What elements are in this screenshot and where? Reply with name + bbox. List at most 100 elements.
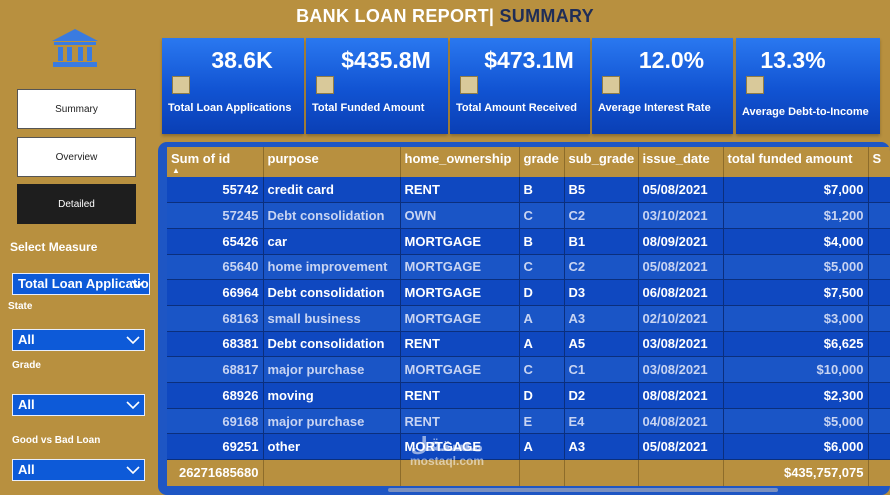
nav-detailed-button[interactable]: Detailed xyxy=(17,184,136,224)
state-label: State xyxy=(8,301,33,312)
funded-amount-cell: $3,000 xyxy=(723,305,869,332)
kpi-label: Average Debt-to-Income xyxy=(742,106,869,118)
kpi-label: Total Amount Received xyxy=(456,102,578,114)
grade-dropdown[interactable]: All xyxy=(12,394,145,416)
column-header-grade[interactable]: grade xyxy=(519,147,565,177)
table-row[interactable]: 55742 credit card RENT B B5 05/08/2021 $7,000 xyxy=(167,177,890,204)
kpi-label: Total Loan Applications xyxy=(168,102,292,114)
grade-cell: C xyxy=(519,254,565,281)
home-ownership-cell: MORTGAGE xyxy=(400,305,520,332)
id-cell: 69251 xyxy=(167,433,264,461)
issue-date-cell: 03/10/2021 xyxy=(638,202,724,229)
funded-amount-cell: $1,200 xyxy=(723,202,869,229)
column-header-purpose[interactable]: purpose xyxy=(263,147,401,177)
total-empty-cell xyxy=(263,459,401,486)
home-ownership-cell: OWN xyxy=(400,202,520,229)
purpose-cell: moving xyxy=(263,382,401,409)
table-total-row: 26271685680 $435,757,075 xyxy=(167,459,890,486)
grade-cell: D xyxy=(519,382,565,409)
table-row[interactable]: 66964 Debt consolidation MORTGAGE D D3 06/08/… xyxy=(167,279,890,306)
column-header-truncated[interactable]: S xyxy=(868,147,890,177)
issue-date-cell: 08/08/2021 xyxy=(638,382,724,409)
id-cell: 55742 xyxy=(167,177,264,204)
column-header-sum-of-id[interactable]: Sum of id ▲ xyxy=(167,147,264,177)
grade-cell: D xyxy=(519,279,565,306)
document-icon xyxy=(460,76,478,94)
issue-date-cell: 03/08/2021 xyxy=(638,356,724,383)
sub-grade-cell: C1 xyxy=(564,356,639,383)
table-row[interactable]: 68926 moving RENT D D2 08/08/2021 $2,300 xyxy=(167,382,890,409)
state-dropdown-value: All xyxy=(18,332,35,347)
kpi-label: Average Interest Rate xyxy=(598,102,711,114)
sub-grade-cell: D3 xyxy=(564,279,639,306)
purpose-cell: home improvement xyxy=(263,254,401,281)
document-icon xyxy=(172,76,190,94)
total-funded-cell: $435,757,075 xyxy=(723,459,869,486)
chevron-down-icon xyxy=(126,401,140,410)
kpi-card-total-funded-amount: $435.8M Total Funded Amount xyxy=(306,38,448,134)
nav-overview-button[interactable]: Overview xyxy=(17,137,136,177)
column-header-issue-date[interactable]: issue_date xyxy=(638,147,724,177)
good-bad-loan-dropdown[interactable]: All xyxy=(12,459,145,481)
issue-date-cell: 05/08/2021 xyxy=(638,254,724,281)
id-cell: 69168 xyxy=(167,408,264,435)
table-row[interactable]: 68163 small business MORTGAGE A A3 02/10/2021… xyxy=(167,305,890,332)
select-measure-label: Select Measure xyxy=(10,240,98,254)
state-dropdown[interactable]: All xyxy=(12,329,145,351)
table-row[interactable]: 57245 Debt consolidation OWN C C2 03/10/2021 $… xyxy=(167,202,890,229)
truncated-cell xyxy=(868,279,890,306)
bank-icon xyxy=(52,29,98,67)
purpose-cell: small business xyxy=(263,305,401,332)
kpi-value: $435.8M xyxy=(341,47,431,73)
table-row[interactable]: 69168 major purchase RENT E E4 04/08/2021 $5,0… xyxy=(167,408,890,435)
chevron-down-icon xyxy=(126,336,140,345)
kpi-value: 38.6K xyxy=(211,47,273,73)
column-header-total-funded-amount[interactable]: total funded amount xyxy=(723,147,869,177)
truncated-cell xyxy=(868,408,890,435)
grade-cell: C xyxy=(519,202,565,229)
column-header-sub-grade[interactable]: sub_grade xyxy=(564,147,639,177)
issue-date-cell: 06/08/2021 xyxy=(638,279,724,306)
total-empty-cell xyxy=(400,459,520,486)
home-ownership-cell: RENT xyxy=(400,382,520,409)
grade-cell: C xyxy=(519,356,565,383)
sub-grade-cell: D2 xyxy=(564,382,639,409)
purpose-cell: Debt consolidation xyxy=(263,331,401,358)
table-header-row: Sum of id ▲ purpose home_ownership grade … xyxy=(167,147,890,177)
loan-details-table: Sum of id ▲ purpose home_ownership grade … xyxy=(167,147,890,486)
table-row[interactable]: 68381 Debt consolidation RENT A A5 03/08/2021… xyxy=(167,331,890,358)
table-row[interactable]: 65640 home improvement MORTGAGE C C2 05/08/20… xyxy=(167,254,890,281)
truncated-cell xyxy=(868,305,890,332)
total-empty-cell xyxy=(868,459,890,486)
chevron-down-icon xyxy=(131,280,145,289)
sub-grade-cell: C2 xyxy=(564,254,639,281)
column-header-home-ownership[interactable]: home_ownership xyxy=(400,147,520,177)
sub-grade-cell: A3 xyxy=(564,433,639,461)
horizontal-scrollbar[interactable] xyxy=(388,488,778,492)
id-cell: 68926 xyxy=(167,382,264,409)
table-row[interactable]: 68817 major purchase MORTGAGE C C1 03/08/2021… xyxy=(167,356,890,383)
purpose-cell: Debt consolidation xyxy=(263,279,401,306)
grade-cell: A xyxy=(519,305,565,332)
report-title-main: BANK LOAN REPORT| xyxy=(296,6,495,26)
id-cell: 68817 xyxy=(167,356,264,383)
purpose-cell: car xyxy=(263,228,401,255)
nav-summary-button[interactable]: Summary xyxy=(17,89,136,129)
kpi-card-total-amount-received: $473.1M Total Amount Received xyxy=(450,38,590,134)
measure-dropdown[interactable]: Total Loan Applications xyxy=(12,273,150,295)
table-row[interactable]: 65426 car MORTGAGE B B1 08/09/2021 $4,000 xyxy=(167,228,890,255)
chevron-down-icon xyxy=(126,466,140,475)
home-ownership-cell: RENT xyxy=(400,331,520,358)
home-ownership-cell: RENT xyxy=(400,408,520,435)
table-row[interactable]: 69251 other MORTGAGE A A3 05/08/2021 $6,000 xyxy=(167,433,890,461)
purpose-cell: other xyxy=(263,433,401,461)
purpose-cell: major purchase xyxy=(263,408,401,435)
funded-amount-cell: $5,000 xyxy=(723,254,869,281)
sort-ascending-icon: ▲ xyxy=(172,166,180,175)
grade-cell: B xyxy=(519,228,565,255)
truncated-cell xyxy=(868,228,890,255)
home-ownership-cell: MORTGAGE xyxy=(400,433,520,461)
funded-amount-cell: $6,625 xyxy=(723,331,869,358)
purpose-cell: credit card xyxy=(263,177,401,204)
issue-date-cell: 04/08/2021 xyxy=(638,408,724,435)
